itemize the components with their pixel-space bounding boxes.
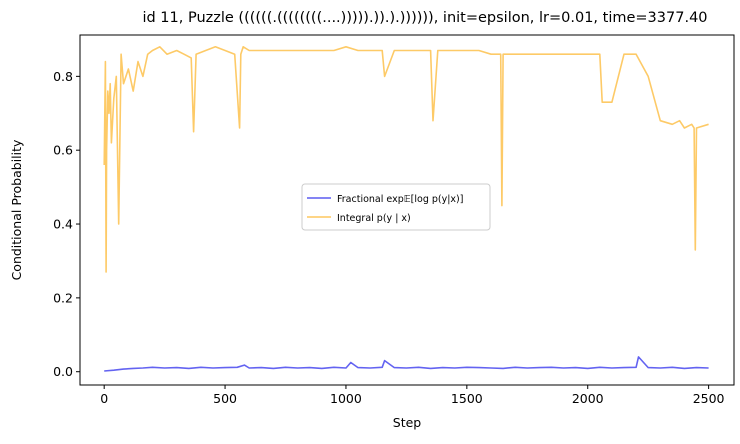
series-layer bbox=[103, 45, 709, 372]
x-axis-label: Step bbox=[393, 415, 422, 430]
axis-ticks: 0 500 1000 1500 2000 2500 0.0 0.2 0.4 0.6 0.8 bbox=[53, 69, 724, 406]
y-tick-label: 0.4 bbox=[53, 217, 73, 232]
y-tick-label: 0.8 bbox=[53, 69, 73, 84]
legend-box bbox=[301, 183, 491, 231]
x-tick-label: 0 bbox=[100, 391, 108, 406]
y-tick-label: 0.6 bbox=[53, 143, 73, 158]
chart-title: id 11, Puzzle ((((((.((((((((....))))).)… bbox=[142, 10, 707, 26]
legend-label-fractional: Fractional exp𝔼[log p(y|x)] bbox=[337, 194, 463, 205]
x-tick-label: 1000 bbox=[330, 391, 362, 406]
legend: Fractional exp𝔼[log p(y|x)] Integral p(y… bbox=[301, 183, 491, 231]
y-tick-label: 0.2 bbox=[53, 290, 73, 305]
legend-label-integral: Integral p(y | x) bbox=[337, 213, 411, 224]
y-axis-label: Conditional Probability bbox=[9, 139, 24, 280]
x-tick-label: 1500 bbox=[451, 391, 483, 406]
x-tick-label: 2500 bbox=[693, 391, 725, 406]
x-tick-label: 2000 bbox=[572, 391, 604, 406]
series-line-fractional bbox=[104, 356, 709, 372]
x-tick-label: 500 bbox=[213, 391, 237, 406]
y-tick-label: 0.0 bbox=[53, 364, 73, 379]
plot-frame bbox=[79, 34, 735, 386]
series-line-integral bbox=[103, 45, 709, 273]
